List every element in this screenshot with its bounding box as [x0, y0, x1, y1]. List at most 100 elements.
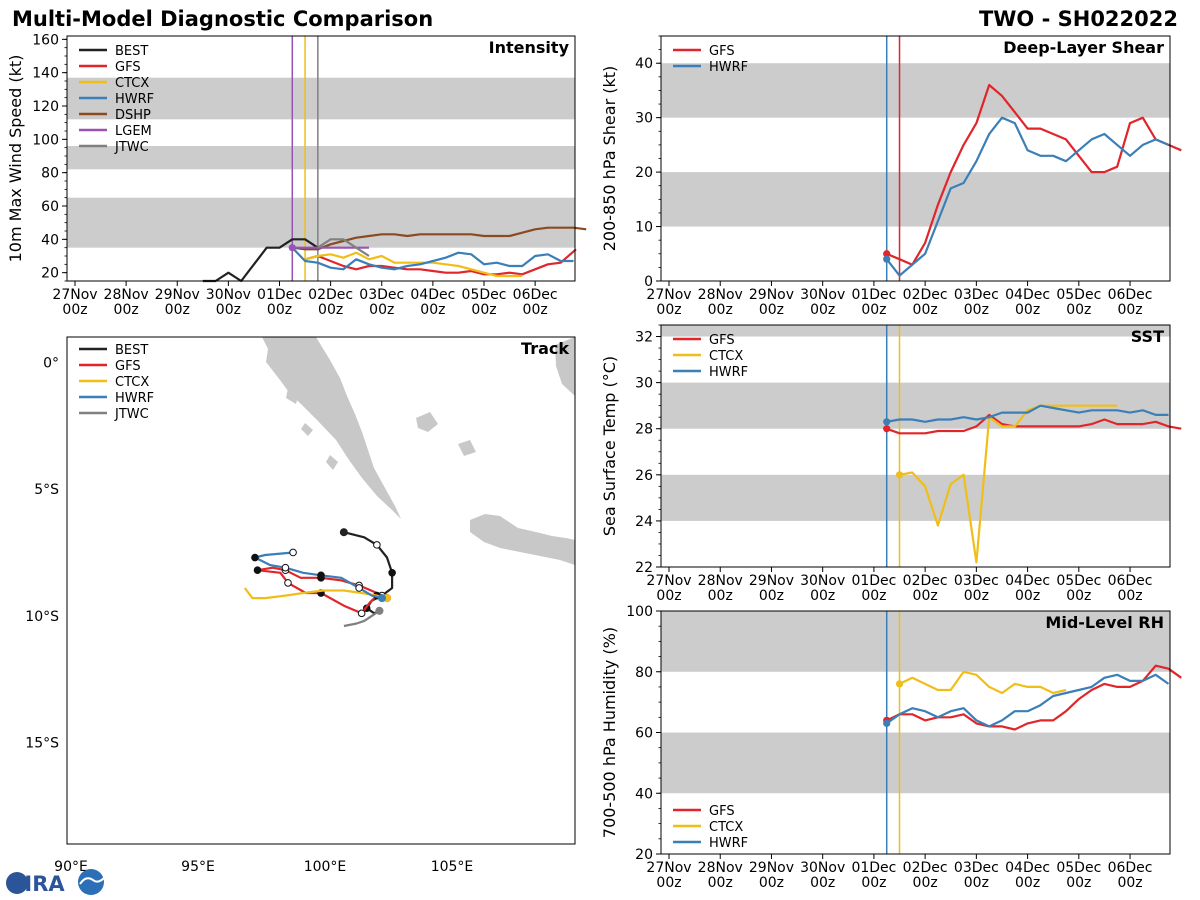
track-panel: 90°E 95°E 100°E 105°E 0° 5°S 10°S 15°S Track BEST…: [25, 336, 576, 875]
track-point-hwrf: [281, 563, 290, 572]
intensity-xtick-hour-6: 00z: [369, 302, 394, 318]
intensity-xtick-date-1: 28Nov: [104, 287, 149, 303]
rh-ytick-label-80: 80: [635, 665, 653, 681]
rh-xtick-date-8: 05Dec: [1056, 860, 1101, 876]
logo-text: CIRA: [9, 872, 65, 896]
track-line-jtwc: [343, 609, 381, 628]
rh-init-point-hwrf: [883, 719, 891, 727]
shear-legend-label-hwrf: HWRF: [709, 60, 748, 75]
sst-xtick-hour-8: 00z: [1066, 588, 1091, 604]
rh-xtick-date-7: 04Dec: [1005, 860, 1050, 876]
shear-xtick-date-9: 06Dec: [1108, 287, 1153, 303]
sst-xtick-date-7: 04Dec: [1005, 573, 1050, 589]
intensity-ytick-label-60: 60: [41, 199, 59, 215]
intensity-legend-label-jtwc: JTWC: [114, 140, 149, 155]
intensity-legend-label-dshp: DSHP: [115, 108, 151, 123]
sst-xtick-hour-0: 00z: [656, 588, 681, 604]
sst-ytick-label-28: 28: [635, 422, 653, 438]
sst-xtick-date-1: 28Nov: [698, 573, 743, 589]
sst-ytick-label-30: 30: [635, 376, 653, 392]
rh-ylabel: 700-500 hPa Humidity (%): [600, 627, 619, 838]
sst-ylabel: Sea Surface Temp (°C): [600, 356, 619, 536]
sst-xtick-date-8: 05Dec: [1056, 573, 1101, 589]
track-ytick-label-1: 5°S: [34, 482, 59, 498]
sst-xtick-hour-7: 00z: [1015, 588, 1040, 604]
rh-xtick-date-9: 06Dec: [1108, 860, 1153, 876]
rh-xtick-date-6: 03Dec: [954, 860, 999, 876]
rh-line-ctcx: [899, 670, 1067, 695]
shear-xtick-hour-3: 00z: [810, 302, 835, 318]
rh-ytick-label-100: 100: [626, 604, 653, 620]
intensity-ytick-label-40: 40: [41, 232, 59, 248]
sumatra-land-icon: [262, 337, 401, 519]
intensity-xtick-date-4: 01Dec: [257, 287, 302, 303]
intensity-frame: [66, 35, 576, 282]
track-legend-label-hwrf: HWRF: [115, 391, 154, 406]
intensity-xtick-date-7: 04Dec: [410, 287, 455, 303]
island-land-icon: [326, 455, 338, 470]
track-start-jtwc: [375, 606, 384, 615]
storm-id: TWO - SH022022: [979, 7, 1178, 31]
shear-init-point-hwrf: [883, 255, 891, 263]
shear-xtick-date-6: 03Dec: [954, 287, 999, 303]
track-xtick-label-3: 105°E: [431, 859, 474, 875]
shear-ytick-label-30: 30: [635, 111, 653, 127]
intensity-band-2: [67, 77, 575, 120]
sst-init-point-hwrf: [883, 418, 891, 426]
rh-xtick-date-1: 28Nov: [698, 860, 743, 876]
shear-band-0: [661, 172, 1170, 227]
sst-title: SST: [1131, 327, 1164, 346]
intensity-xtick-date-6: 03Dec: [359, 287, 404, 303]
track-point-hwrf: [355, 584, 363, 592]
intensity-xtick-hour-9: 00z: [523, 302, 548, 318]
java-land-icon: [470, 514, 575, 565]
intensity-xtick-date-3: 30Nov: [206, 287, 251, 303]
shear-ylabel: 200-850 hPa Shear (kt): [600, 66, 619, 252]
rh-title: Mid-Level RH: [1045, 613, 1164, 632]
sst-ytick-label-22: 22: [635, 560, 653, 576]
sst-xtick-date-0: 27Nov: [646, 573, 691, 589]
intensity-xtick-hour-8: 00z: [471, 302, 496, 318]
rh-xtick-hour-0: 00z: [656, 875, 681, 891]
intensity-xtick-hour-4: 00z: [267, 302, 292, 318]
shear-xtick-hour-5: 00z: [913, 302, 938, 318]
sst-line-hwrf: [886, 404, 1169, 423]
intensity-legend-label-gfs: GFS: [115, 60, 141, 75]
shear-xtick-date-2: 29Nov: [749, 287, 794, 303]
shear-xtick-hour-9: 00z: [1117, 302, 1142, 318]
sst-legend-label-gfs: GFS: [709, 333, 735, 348]
sst-xtick-hour-5: 00z: [913, 588, 938, 604]
track-point-hwrf: [251, 553, 259, 562]
track-xtick-label-2: 100°E: [304, 859, 347, 875]
shear-xtick-date-7: 04Dec: [1005, 287, 1050, 303]
shear-xtick-hour-8: 00z: [1066, 302, 1091, 318]
shear-band-1: [661, 63, 1170, 118]
shear-legend-label-gfs: GFS: [709, 44, 735, 59]
intensity-xtick-date-0: 27Nov: [52, 287, 97, 303]
shear-xtick-hour-4: 00z: [861, 302, 886, 318]
shear-xtick-date-0: 27Nov: [646, 287, 691, 303]
rh-xtick-hour-1: 00z: [708, 875, 733, 891]
sst-ytick-label-24: 24: [635, 514, 653, 530]
rh-line-gfs: [886, 664, 1182, 731]
shear-xtick-hour-1: 00z: [708, 302, 733, 318]
sst-ytick-label-26: 26: [635, 468, 653, 484]
rh-xtick-date-3: 30Nov: [800, 860, 845, 876]
shear-title: Deep-Layer Shear: [1003, 38, 1164, 57]
shear-xtick-hour-7: 00z: [1015, 302, 1040, 318]
logo-globe-icon: [6, 872, 28, 894]
track-start-best: [339, 528, 348, 537]
intensity-line-best: [202, 238, 319, 283]
rh-band-1: [661, 611, 1170, 672]
intensity-line-dshp: [292, 226, 587, 251]
shear-xtick-date-8: 05Dec: [1056, 287, 1101, 303]
intensity-ytick-label-100: 100: [32, 132, 59, 148]
intensity-legend-label-best: BEST: [115, 44, 148, 59]
sst-xtick-hour-4: 00z: [861, 588, 886, 604]
track-point-hwrf: [317, 571, 325, 580]
rh-ytick-label-40: 40: [635, 786, 653, 802]
rh-legend-label-ctcx: CTCX: [709, 820, 743, 835]
track-xtick-label-0: 90°E: [54, 859, 88, 875]
shear-ytick-label-40: 40: [635, 56, 653, 72]
shear-ytick-label-20: 20: [635, 165, 653, 181]
